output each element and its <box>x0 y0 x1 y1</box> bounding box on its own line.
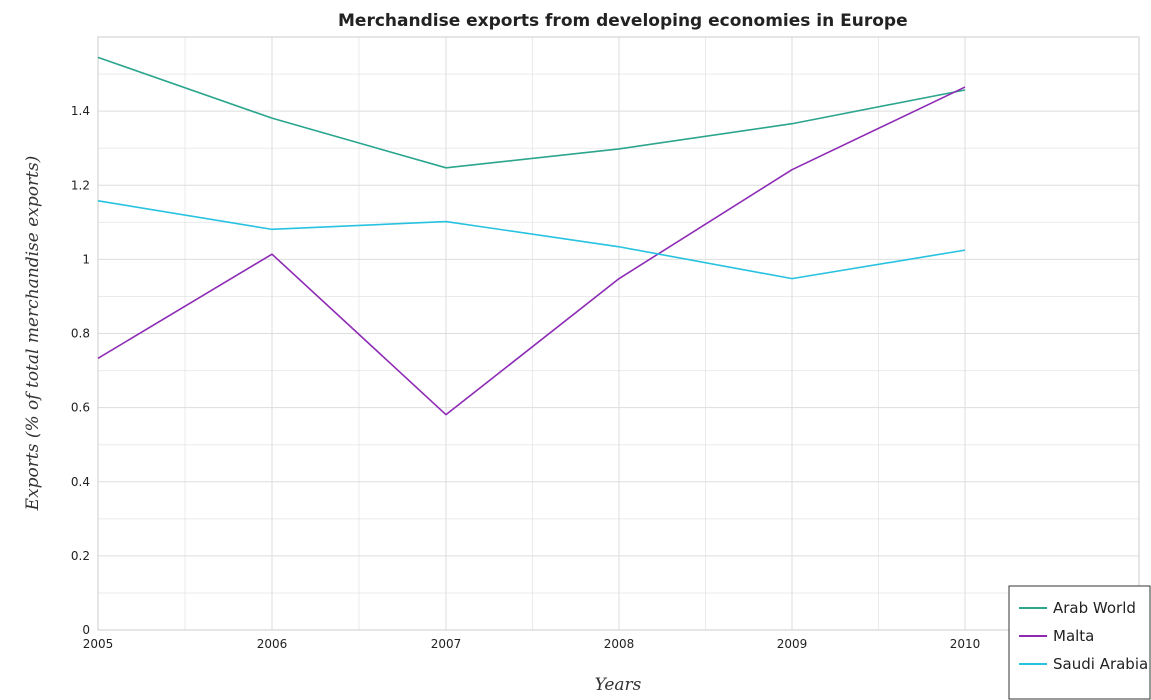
x-axis-label: Years <box>595 675 642 695</box>
y-tick-label: 1.4 <box>71 104 90 118</box>
legend-label: Malta <box>1053 627 1094 645</box>
x-tick-label: 2009 <box>777 637 808 651</box>
y-axis-ticks: 0 0.2 0.4 0.6 0.8 1 1.2 1.4 <box>71 104 90 637</box>
x-tick-label: 2006 <box>257 637 288 651</box>
y-tick-label: 0.8 <box>71 327 90 341</box>
y-axis-label: Exports (% of total merchandise exports) <box>23 156 43 512</box>
x-tick-label: 2005 <box>83 637 114 651</box>
series-lines <box>97 56 966 416</box>
x-tick-label: 2007 <box>431 637 462 651</box>
legend-box <box>1008 585 1151 700</box>
x-tick-label: 2010 <box>950 637 981 651</box>
chart-title: Merchandise exports from developing econ… <box>338 11 908 31</box>
x-tick-label: 2008 <box>604 637 635 651</box>
series-line-saudi-arabia <box>97 200 966 280</box>
y-tick-label: 1.2 <box>71 178 90 192</box>
y-tick-label: 0.6 <box>71 401 90 415</box>
y-tick-label: 0.4 <box>71 475 90 489</box>
plot-frame <box>97 36 1140 631</box>
y-tick-label: 0.2 <box>71 549 90 563</box>
legend-label: Arab World <box>1053 599 1136 617</box>
series-line-malta <box>97 86 966 416</box>
legend-label: Saudi Arabia <box>1053 655 1148 673</box>
y-tick-label: 1 <box>82 252 90 266</box>
legend: Arab World Malta Saudi Arabia <box>1008 585 1151 700</box>
grid <box>97 37 1139 631</box>
x-axis-ticks: 2005 2006 2007 2008 2009 2010 <box>83 637 981 651</box>
series-line-arab-world <box>97 56 966 169</box>
y-tick-label: 0 <box>82 623 90 637</box>
